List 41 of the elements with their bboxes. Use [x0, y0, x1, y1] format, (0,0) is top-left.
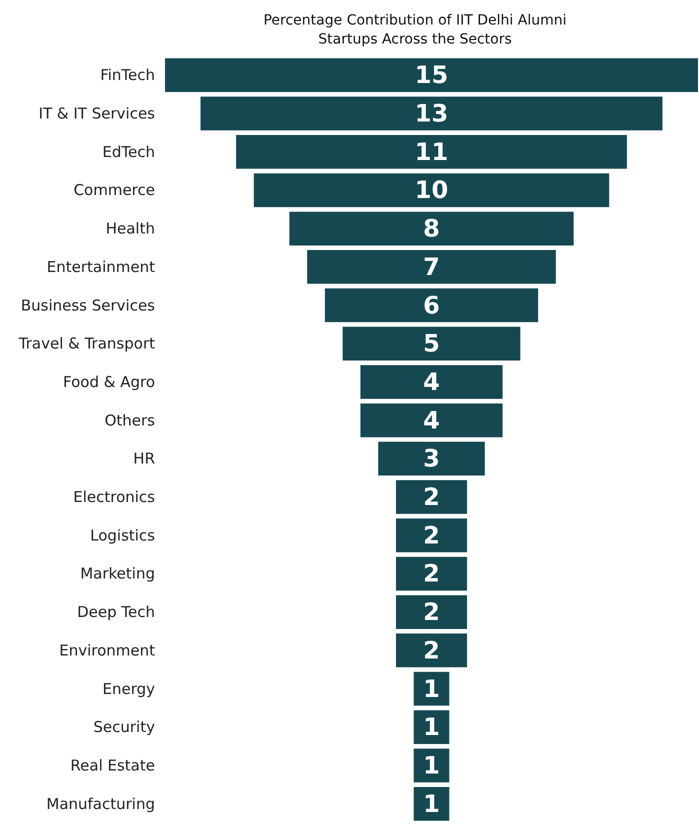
- data-label: 2: [423, 598, 440, 626]
- data-label: 5: [423, 330, 440, 358]
- data-label: 15: [414, 61, 448, 90]
- category-label: Manufacturing: [46, 794, 155, 813]
- category-label: Commerce: [74, 181, 155, 200]
- category-label: Real Estate: [70, 756, 155, 774]
- data-label: 1: [423, 751, 440, 780]
- category-label: Others: [104, 411, 156, 430]
- category-label: Marketing: [80, 564, 155, 583]
- data-label: 1: [423, 790, 440, 818]
- category-label: Security: [93, 718, 156, 736]
- category-label: Food & Agro: [63, 372, 155, 391]
- category-label: HR: [133, 450, 155, 468]
- category-label: Business Services: [20, 296, 156, 314]
- data-label: 1: [423, 674, 440, 703]
- data-label: 4: [423, 368, 440, 396]
- category-label: Electronics: [73, 488, 156, 506]
- data-label: 1: [423, 713, 440, 742]
- category-label: Entertainment: [46, 258, 156, 276]
- data-label: 3: [423, 444, 440, 473]
- data-label: 8: [423, 214, 440, 243]
- data-label: 2: [423, 636, 440, 664]
- text: Percentage Contribution of IIT Delhi Alumni Startups Across the Sectors: [263, 12, 567, 48]
- category-label: EdTech: [102, 142, 155, 161]
- data-label: 2: [423, 483, 440, 512]
- category-label: Travel & Transport: [18, 334, 156, 353]
- category-label: Logistics: [90, 526, 156, 544]
- category-label: Environment: [59, 641, 156, 660]
- data-label: 10: [414, 176, 448, 204]
- category-label: Deep Tech: [77, 603, 155, 622]
- category-label: Energy: [102, 680, 156, 698]
- data-label: 7: [423, 252, 440, 281]
- data-label: 6: [423, 291, 440, 320]
- category-label: Health: [106, 220, 155, 238]
- data-label: 2: [423, 521, 440, 550]
- category-label: IT & IT Services: [38, 104, 156, 123]
- data-label: 11: [414, 138, 448, 166]
- data-label: 2: [423, 560, 440, 588]
- category-label: FinTech: [100, 66, 155, 84]
- data-label: 13: [414, 100, 448, 128]
- data-label: 4: [423, 406, 440, 434]
